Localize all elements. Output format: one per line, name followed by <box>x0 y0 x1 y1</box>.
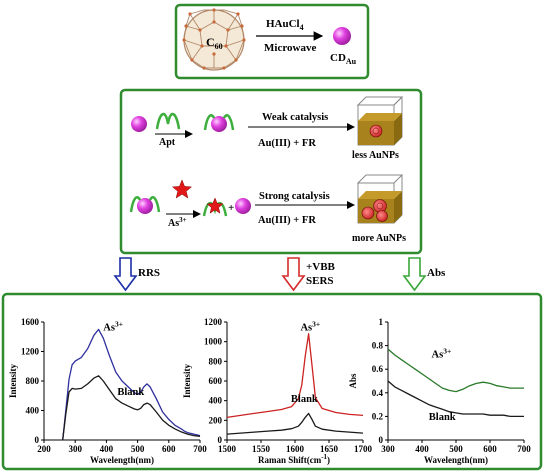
y-axis-label: Intensity <box>8 364 18 399</box>
x-tick-label: 400 <box>100 444 114 454</box>
y-tick-label: 1200 <box>21 347 40 357</box>
cd-au-apt-complex-icon <box>203 114 235 132</box>
blank-series-line <box>387 380 524 418</box>
spectra-box-border <box>1 292 543 471</box>
cuvette-more-icon <box>356 174 404 224</box>
cd-au-sphere-icon <box>235 198 251 214</box>
reagent-label: HAuCl <box>266 18 300 30</box>
x-tick-label: 1700 <box>354 444 373 454</box>
x-tick-label: 500 <box>449 444 463 454</box>
more-aunps-label: more AuNPs <box>352 233 406 244</box>
y-tick-label: 0 <box>35 435 40 445</box>
y-tick-label: 0.6 <box>372 364 384 374</box>
x-axis-label: Raman Shift(cm-1) <box>258 453 330 465</box>
blank-annotation: Blank <box>291 394 318 405</box>
cd-au-apt-complex-icon <box>129 196 161 214</box>
y-tick-label: 400 <box>26 406 40 416</box>
reagents-label-1: Au(III) + FR <box>258 138 316 149</box>
x-tick-label: 1550 <box>252 444 271 454</box>
cd-au-subscript: Au <box>346 57 357 66</box>
y-tick-label: 0 <box>379 435 384 445</box>
x-tick-label: 700 <box>193 444 207 454</box>
y-axis-label: Intensity <box>182 364 192 399</box>
x-tick-label: 200 <box>37 444 51 454</box>
y-tick-label: 400 <box>209 396 223 406</box>
y-tick-label: 1200 <box>204 317 223 327</box>
c60-subscript: 60 <box>215 42 223 51</box>
apt-arsenic-complex-icon <box>202 197 228 217</box>
plus-sign: + <box>228 202 234 214</box>
c60-fullerene-icon: C60 <box>182 8 246 71</box>
as3-series-line <box>387 348 524 393</box>
y-tick-label: 200 <box>209 415 223 425</box>
abs-label: Abs <box>427 267 446 279</box>
as3-series-line <box>62 328 201 441</box>
y-tick-label: 1000 <box>204 337 223 347</box>
rrs-label: RRS <box>138 267 160 279</box>
y-axis-label: Abs <box>348 373 358 389</box>
as-label: As <box>168 218 179 229</box>
svg-text:HAuCl4: HAuCl4 <box>266 18 304 32</box>
cd-au-label: CD <box>330 52 346 64</box>
blank-series-line <box>226 412 364 435</box>
blank-series-line <box>62 375 201 441</box>
y-tick-label: 1 <box>379 317 384 327</box>
less-aunps-label: less AuNPs <box>352 150 399 161</box>
x-tick-label: 700 <box>517 444 531 454</box>
abs-chart: 300 400 500 600 700 0 0.2 0.4 0.6 0.8 1 Abs Waveleng… <box>348 317 531 465</box>
cd-au-sphere-icon <box>131 116 147 132</box>
sers-label: SERS <box>306 275 334 287</box>
reagent-subscript: 4 <box>300 23 304 32</box>
sers-arrow-icon: +VBB SERS <box>281 257 336 292</box>
cd-au-sphere-icon <box>333 27 351 45</box>
sers-chart: 1500 1550 1600 1650 1700 0 200 400 600 800 1000 120… <box>182 317 373 465</box>
vbb-label: +VBB <box>306 261 336 273</box>
as3-annotation: As3+ <box>103 319 123 333</box>
rrs-chart: 200 300 400 500 600 700 0 400 800 1200 1600 Intensi… <box>8 317 207 465</box>
as3-annotation: As3+ <box>300 319 320 333</box>
x-axis-label: Wavelength(nm) <box>424 455 488 465</box>
abs-arrow-icon: Abs <box>402 257 446 292</box>
c60-label: C <box>206 35 215 49</box>
x-tick-label: 300 <box>68 444 82 454</box>
apt-label: Apt <box>159 137 176 148</box>
y-tick-label: 600 <box>209 376 223 386</box>
y-tick-label: 0.4 <box>372 388 384 398</box>
as3-annotation: As3+ <box>432 346 452 360</box>
svg-text:C60: C60 <box>206 35 223 51</box>
arsenic-star-icon <box>171 179 193 199</box>
blank-annotation: Blank <box>117 387 144 398</box>
y-tick-label: 0.2 <box>372 411 384 421</box>
reagents-label-2: Au(III) + FR <box>258 215 316 226</box>
assay-box: Apt Weak catalysis Au(III) + FR less AuN… <box>119 88 423 255</box>
x-tick-label: 300 <box>381 444 395 454</box>
x-tick-label: 1650 <box>320 444 339 454</box>
x-axis-label: Wavelength(nm) <box>90 455 154 465</box>
x-tick-label: 600 <box>483 444 497 454</box>
x-tick-label: 600 <box>162 444 176 454</box>
as3-series-line <box>226 333 364 419</box>
aptamer-icon <box>155 112 181 130</box>
blank-annotation: Blank <box>429 412 456 423</box>
rrs-arrow-icon: RRS <box>113 257 160 292</box>
svg-text:CDAu: CDAu <box>330 52 357 66</box>
weak-catalysis-label: Weak catalysis <box>262 112 328 123</box>
cuvette-less-icon <box>356 96 404 146</box>
x-tick-label: 1500 <box>218 444 237 454</box>
as-superscript: 3+ <box>179 216 187 224</box>
y-tick-label: 800 <box>26 376 40 386</box>
y-tick-label: 0 <box>218 435 223 445</box>
x-tick-label: 1600 <box>286 444 305 454</box>
y-tick-label: 1600 <box>21 317 40 327</box>
svg-text:As3+: As3+ <box>168 216 187 229</box>
strong-catalysis-label: Strong catalysis <box>259 191 330 202</box>
x-tick-label: 400 <box>415 444 429 454</box>
y-tick-label: 800 <box>209 356 223 366</box>
x-tick-label: 500 <box>131 444 145 454</box>
detection-arrows: RRS +VBB SERS Abs <box>113 257 446 292</box>
synthesis-box: C60 HAuCl4 Microwave CDAu <box>174 3 370 80</box>
microwave-label: Microwave <box>264 42 316 54</box>
y-tick-label: 0.8 <box>372 341 384 351</box>
